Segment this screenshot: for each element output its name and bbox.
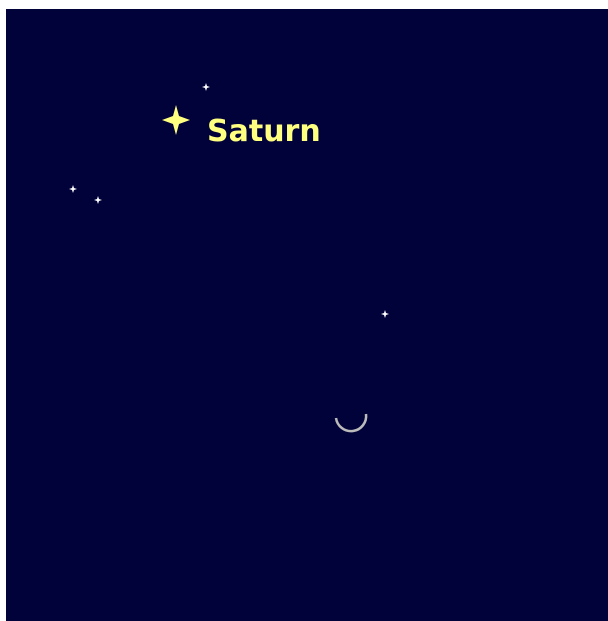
sky-background (6, 9, 608, 621)
star (381, 310, 389, 318)
stars (69, 83, 389, 318)
planet-label: Saturn (207, 114, 321, 149)
saturn-marker (162, 105, 190, 135)
star (69, 185, 77, 193)
star (94, 196, 102, 204)
star (202, 83, 210, 91)
moon (334, 413, 368, 433)
